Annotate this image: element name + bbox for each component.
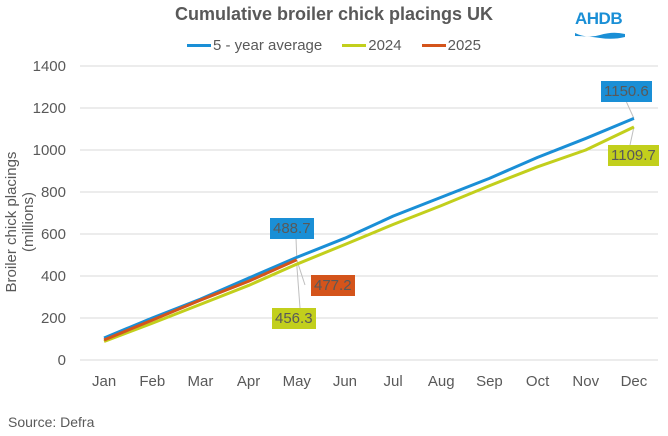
legend-label: 5 - year average <box>213 37 323 54</box>
data-label-avg-dec: 1150.6 <box>601 81 652 102</box>
chart-legend: 5 - year average 2024 2025 <box>0 37 668 54</box>
series-line <box>103 125 635 343</box>
legend-label: 2025 <box>447 37 481 54</box>
legend-item-2024: 2024 <box>342 37 402 54</box>
chart-title: Cumulative broiler chick placings UK <box>174 4 494 24</box>
x-tick-label: Jan <box>92 373 116 390</box>
leader-line <box>625 100 635 119</box>
legend-label: 2024 <box>368 37 402 54</box>
ahdb-logo: AHDB <box>575 10 625 40</box>
legend-swatch-icon <box>342 44 367 47</box>
x-tick-label: May <box>283 373 312 390</box>
wave-icon <box>575 32 625 39</box>
series-line <box>103 258 298 342</box>
y-tick-label: 400 <box>41 268 66 285</box>
y-tick-label: 1400 <box>33 58 66 75</box>
x-tick-label: Sep <box>476 373 503 390</box>
y-tick-label: 0 <box>58 352 66 369</box>
leader-line <box>629 126 635 146</box>
x-tick-label: Aug <box>428 373 455 390</box>
legend-swatch-icon <box>187 44 211 47</box>
x-tick-label: Nov <box>572 373 599 390</box>
x-tick-label: Apr <box>237 373 260 390</box>
y-tick-label: 1000 <box>33 142 66 159</box>
source-note: Source: Defra <box>8 414 95 430</box>
series-line <box>103 116 635 340</box>
y-tick-label: 200 <box>41 310 66 327</box>
legend-item-5yr-average: 5 - year average <box>187 37 322 54</box>
data-label-2025-may: 477.2 <box>311 275 355 296</box>
legend-swatch-icon <box>421 44 446 47</box>
y-tick-label: 1200 <box>33 100 66 117</box>
data-label-2024-may: 456.3 <box>272 308 316 329</box>
x-tick-label: Mar <box>187 373 213 390</box>
legend-item-2025: 2025 <box>421 37 481 54</box>
y-tick-label: 600 <box>41 226 66 243</box>
x-tick-label: Jun <box>333 373 357 390</box>
logo-text: AHDB <box>575 9 623 28</box>
data-label-avg-may: 488.7 <box>270 218 314 239</box>
data-label-2024-dec: 1109.7 <box>608 145 659 166</box>
x-tick-label: Oct <box>526 373 550 390</box>
leader-line <box>295 237 298 258</box>
y-tick-label: 800 <box>41 184 66 201</box>
x-tick-label: Jul <box>383 373 402 390</box>
x-tick-label: Dec <box>621 373 648 390</box>
leader-line <box>296 264 301 309</box>
x-tick-label: Feb <box>139 373 165 390</box>
